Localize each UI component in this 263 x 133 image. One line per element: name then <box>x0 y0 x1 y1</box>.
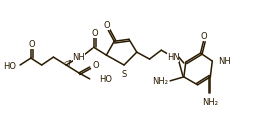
Text: HO: HO <box>99 75 113 84</box>
Text: NH₂: NH₂ <box>152 77 168 86</box>
Text: O: O <box>91 29 98 38</box>
Text: O: O <box>29 40 35 49</box>
Text: NH: NH <box>218 57 231 66</box>
Text: S: S <box>122 70 127 79</box>
Text: O: O <box>103 21 110 30</box>
Text: NH: NH <box>73 53 85 62</box>
Text: O: O <box>93 61 99 70</box>
Text: NH₂: NH₂ <box>202 98 218 107</box>
Text: O: O <box>200 32 207 41</box>
Text: HO: HO <box>3 63 16 72</box>
Text: HN: HN <box>167 53 179 62</box>
